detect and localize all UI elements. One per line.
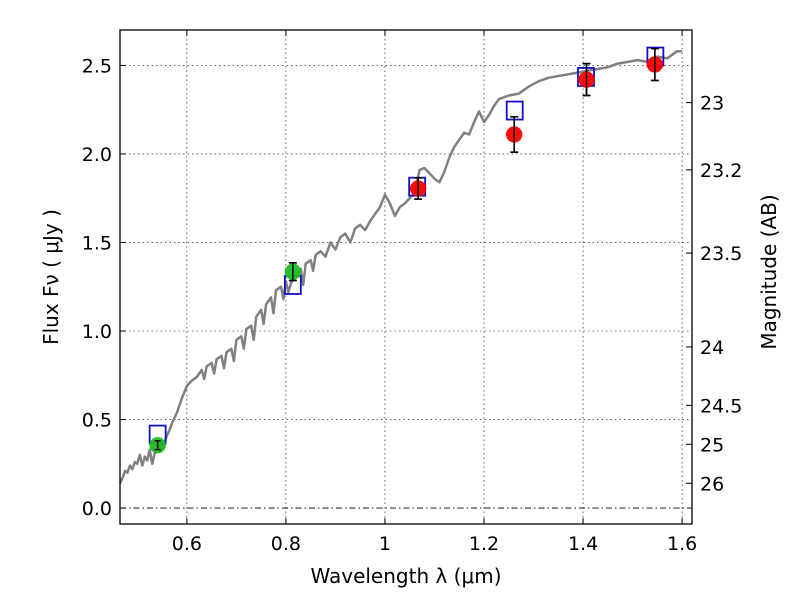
y-tick-label: 1.0 <box>82 321 112 343</box>
mag-tick-label: 23.2 <box>700 160 742 182</box>
data-markers <box>148 46 665 454</box>
y-axis-label: Flux Fν ( μJy ) <box>39 209 63 345</box>
y2-axis-label: Magnitude (AB) <box>757 194 781 349</box>
mag-tick-label: 26 <box>700 473 724 495</box>
y-tick-label: 1.5 <box>82 232 112 254</box>
mag-tick-label: 23 <box>700 93 724 115</box>
x-tick-label: 0.8 <box>271 533 301 555</box>
x-tick-label: 1 <box>379 533 391 555</box>
x-tick-label: 0.6 <box>172 533 202 555</box>
x-tick-label: 1.2 <box>469 533 499 555</box>
x-tick-label: 1.4 <box>568 533 598 555</box>
plot-frame <box>119 29 693 525</box>
y-tick-label: 0.0 <box>82 498 112 520</box>
grid-lines <box>120 30 692 524</box>
x-axis-label: Wavelength λ (μm) <box>310 564 501 588</box>
x-tick-label: 1.6 <box>667 533 697 555</box>
mag-tick-label: 25 <box>700 434 724 456</box>
mag-tick-label: 24 <box>700 337 724 359</box>
mag-tick-label: 23.5 <box>700 243 742 265</box>
y-tick-label: 2.5 <box>82 55 112 77</box>
spectrum-line <box>118 49 683 484</box>
axis-ticks: 0.6 0.8 1 1.2 1.4 1.6 0.0 0.5 1.0 1.5 2.0 2.5 23 23.2… <box>82 30 742 555</box>
model-spectrum <box>118 49 683 484</box>
y-tick-label: 0.5 <box>82 410 112 432</box>
mag-tick-label: 24.5 <box>700 395 742 417</box>
y-tick-label: 2.0 <box>82 144 112 166</box>
